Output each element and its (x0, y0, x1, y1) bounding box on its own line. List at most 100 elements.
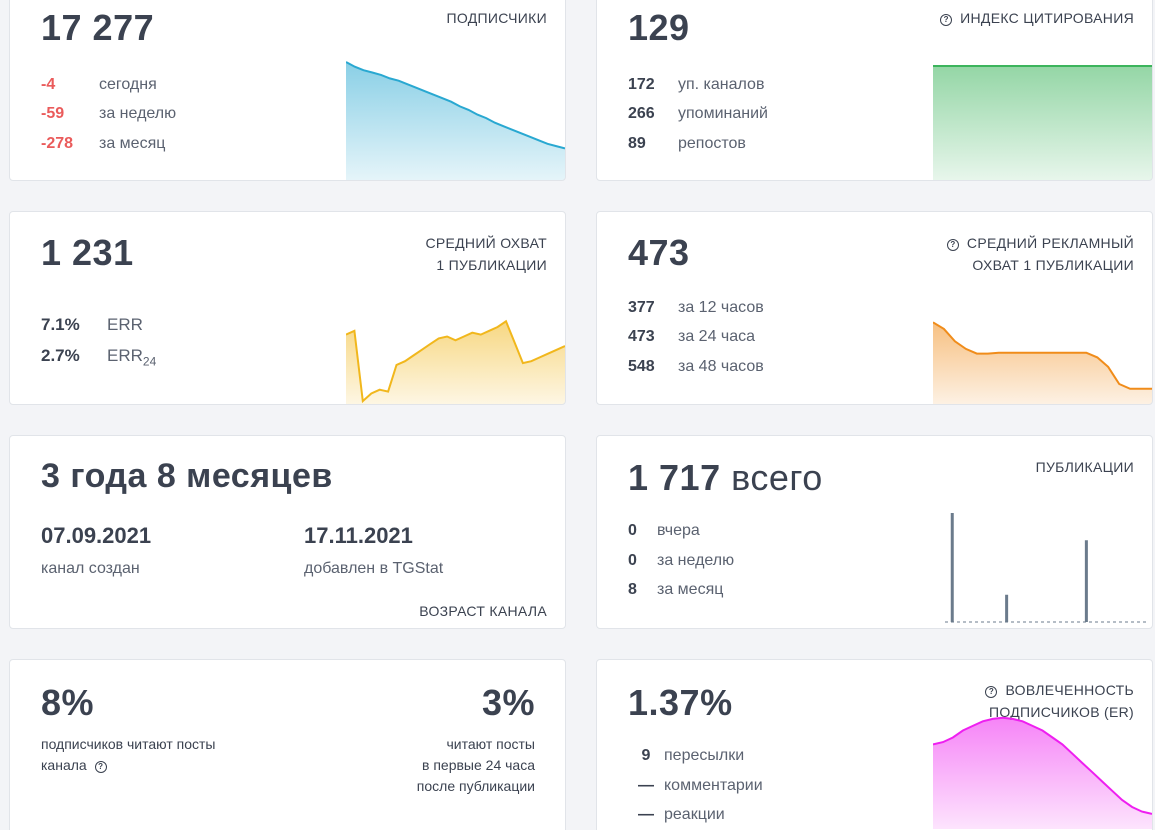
citation-svg (933, 65, 1152, 180)
publications-svg (945, 513, 1148, 623)
publications-card[interactable]: 1 717 всего ПУБЛИКАЦИИ 0 вчера 0 за неделю… (596, 435, 1153, 629)
added-label: добавлен в TGStat (304, 560, 444, 577)
stat-value: — (638, 806, 654, 823)
citation-value: 129 (628, 7, 690, 48)
channel-age-title: ВОЗРАСТ КАНАЛА (419, 603, 547, 619)
stat-label: ERR (107, 315, 143, 334)
readers-left-value: 8% (41, 682, 95, 723)
question-icon[interactable]: ? (985, 686, 998, 698)
avg-reach-svg (346, 319, 565, 404)
avg-reach-value: 1 231 (41, 232, 134, 273)
engagement-card[interactable]: 1.37% ? ВОВЛЕЧЕННОСТЬ ПОДПИСЧИКОВ (ER) 9 пе… (596, 659, 1153, 830)
stat-row: 8 за месяц (628, 581, 723, 599)
citation-title[interactable]: ? ИНДЕКС ЦИТИРОВАНИЯ (940, 7, 1134, 29)
ad-reach-value: 473 (628, 232, 690, 273)
created-label: канал создан (41, 560, 140, 577)
stat-row: 9 пересылки (628, 747, 745, 765)
publications-chart (933, 511, 1152, 626)
stat-row: -278 за месяц (41, 135, 165, 153)
engagement-value: 1.37% (628, 682, 733, 723)
subscribers-count: 17 277 (41, 7, 155, 48)
stat-value: 266 (628, 105, 655, 122)
stat-value: — (638, 777, 654, 794)
chart-area (933, 717, 1152, 829)
channel-age-card[interactable]: 3 года 8 месяцев 07.09.2021 канал создан… (9, 435, 566, 629)
stat-label: за 48 часов (678, 358, 764, 375)
stat-value: -59 (41, 105, 65, 122)
stat-label: пересылки (664, 747, 745, 764)
chart-bar (1084, 540, 1088, 622)
stat-label: реакции (664, 806, 725, 823)
avg-reach-card[interactable]: 1 231 СРЕДНИЙ ОХВАТ 1 ПУБЛИКАЦИИ 7.1% ERR … (9, 211, 566, 405)
stat-value: 473 (628, 328, 655, 345)
question-icon[interactable]: ? (94, 761, 107, 773)
stat-row: 548 за 48 часов (628, 358, 764, 376)
chart-area (933, 66, 1152, 180)
stat-value: 7.1% (41, 315, 80, 334)
stat-row: 473 за 24 часа (628, 328, 755, 346)
stat-label: за неделю (99, 105, 177, 122)
ad-reach-title[interactable]: ? СРЕДНИЙ РЕКЛАМНЫЙ ОХВАТ 1 ПУБЛИКАЦИИ (946, 232, 1134, 276)
stat-label: репостов (678, 135, 746, 152)
stat-label: за месяц (99, 135, 166, 152)
stat-value: -278 (41, 135, 74, 152)
stat-value: 172 (628, 76, 655, 93)
chart-line (933, 716, 1152, 815)
ad-reach-svg (933, 321, 1152, 404)
stat-value: 8 (628, 581, 637, 598)
chart-bar (1005, 594, 1009, 622)
created-date: 07.09.2021 (41, 523, 152, 548)
readers-card[interactable]: 8% 3% подписчиков читают посты канала ? ч… (9, 659, 566, 830)
stat-value: 2.7% (41, 346, 80, 365)
stat-label: за 12 часов (678, 299, 764, 316)
question-icon[interactable]: ? (946, 239, 959, 251)
stat-label: вчера (657, 522, 700, 539)
stat-value: 89 (628, 135, 646, 152)
channel-age-value: 3 года 8 месяцев (41, 457, 333, 495)
stat-value: 548 (628, 358, 655, 375)
chart-bar (950, 513, 954, 622)
readers-left-text: подписчиков читают посты канала ? (41, 736, 216, 773)
citation-chart (933, 63, 1152, 180)
readers-right-text: читают посты в первые 24 часа после публик… (416, 736, 535, 794)
stat-value: 377 (628, 299, 655, 316)
stat-row: 89 репостов (628, 135, 746, 153)
chart-area (346, 62, 565, 180)
stat-row: — комментарии (628, 777, 763, 795)
stat-value: -4 (41, 76, 56, 93)
subscribers-title: ПОДПИСЧИКИ (446, 10, 547, 26)
stat-row: 7.1% ERR (41, 315, 143, 335)
engagement-title[interactable]: ? ВОВЛЕЧЕННОСТЬ ПОДПИСЧИКОВ (ER) (985, 679, 1134, 723)
subscribers-card[interactable]: 17 277 ПОДПИСЧИКИ -4 сегодня -59 за неделю… (9, 0, 566, 181)
publications-suffix: всего (731, 457, 823, 498)
subscribers-chart (346, 59, 565, 180)
stat-row: -4 сегодня (41, 76, 157, 94)
stat-label: за месяц (657, 581, 724, 598)
publications-value: 1 717 всего (628, 457, 823, 498)
stat-row: 266 упоминаний (628, 105, 768, 123)
citation-card[interactable]: 129 ? ИНДЕКС ЦИТИРОВАНИЯ 172 уп. каналов 2… (596, 0, 1153, 181)
stat-value: 9 (641, 747, 651, 764)
question-icon[interactable]: ? (940, 14, 953, 26)
stat-row: 2.7% ERR24 (41, 346, 156, 368)
stat-row: 377 за 12 часов (628, 299, 764, 317)
ad-reach-card[interactable]: 473 ? СРЕДНИЙ РЕКЛАМНЫЙ ОХВАТ 1 ПУБЛИКАЦИИ… (596, 211, 1153, 405)
engagement-chart (933, 709, 1152, 829)
added-date: 17.11.2021 (304, 523, 413, 548)
stat-row: -59 за неделю (41, 105, 176, 123)
engagement-svg (933, 716, 1152, 829)
stat-value: 0 (628, 522, 637, 539)
chart-area (346, 321, 565, 404)
readers-right-value: 3% (481, 682, 535, 723)
chart-area (933, 322, 1152, 404)
stat-row: — реакции (628, 806, 725, 824)
stat-label: ERR24 (107, 346, 157, 369)
stat-row: 0 за неделю (628, 552, 734, 570)
ad-reach-chart (933, 305, 1152, 404)
subscribers-svg (346, 61, 565, 180)
stat-label: уп. каналов (678, 76, 765, 93)
stat-label: сегодня (99, 76, 157, 93)
chart-line (346, 61, 565, 150)
stat-label: за 24 часа (678, 328, 756, 345)
chart-line (346, 319, 565, 404)
